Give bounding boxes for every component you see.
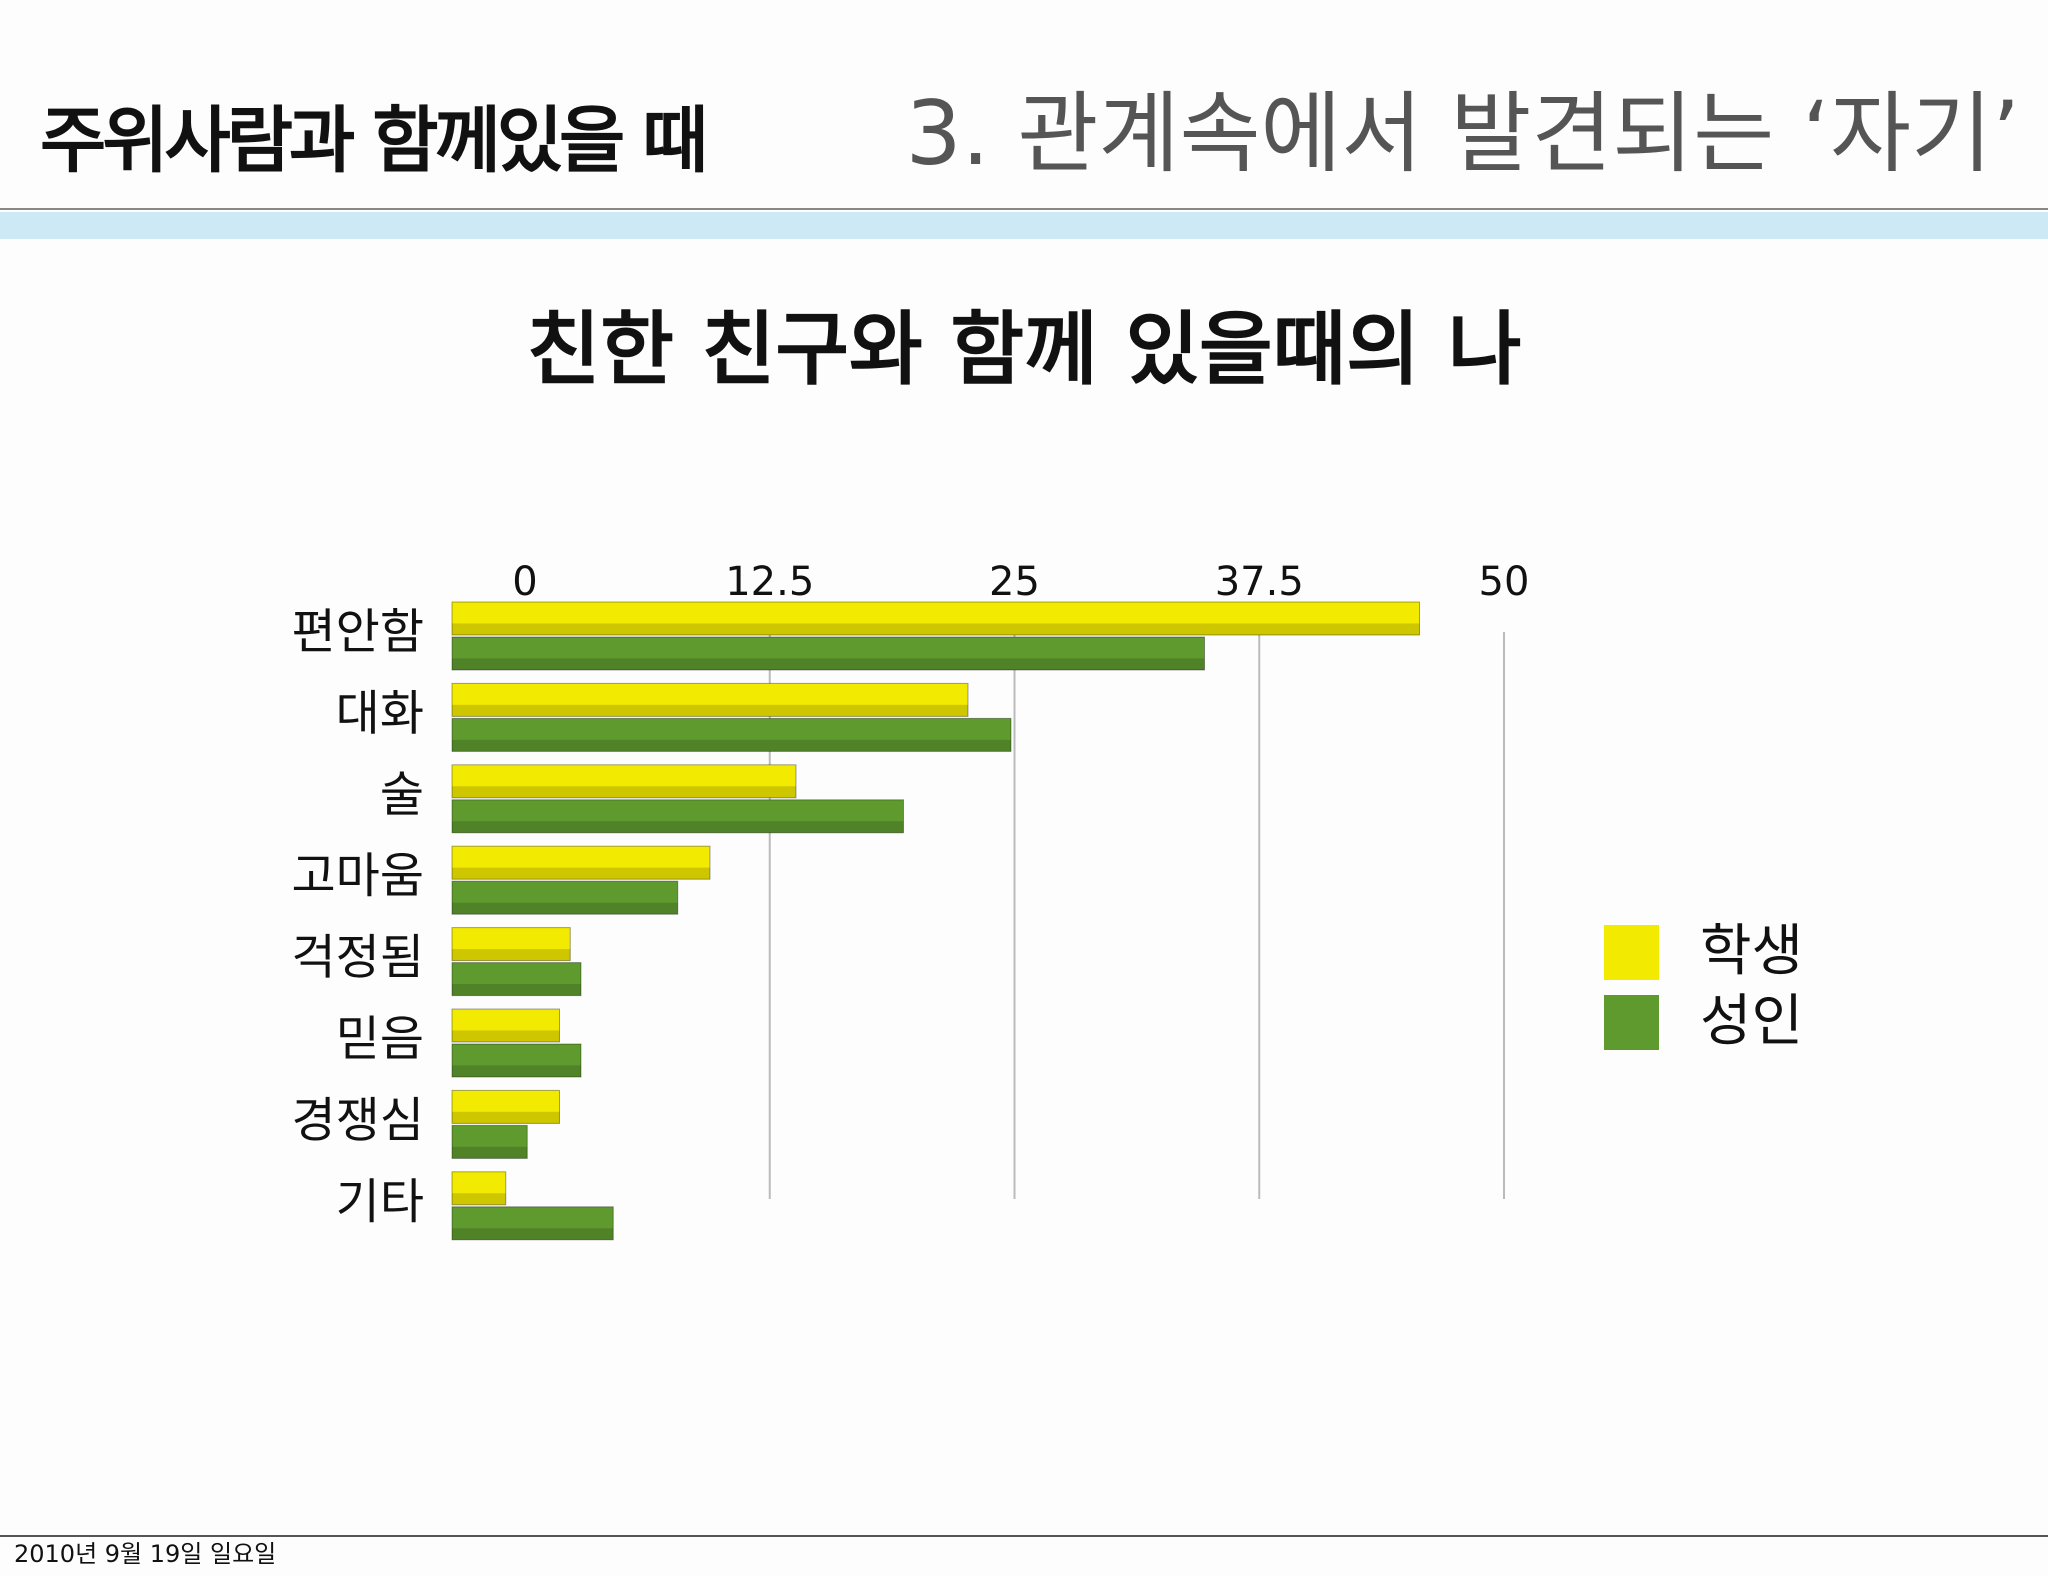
bar (451, 682, 969, 717)
y-tick-label: 기타 (336, 1174, 424, 1230)
bar (451, 636, 1205, 671)
y-tick-label: 믿음 (336, 1011, 424, 1067)
chart-title: 친한 친구와 함께 있을때의 나 (527, 303, 1522, 396)
bar-shade (452, 821, 904, 833)
footer-date: 2010년 9월 19일 일요일 (14, 1540, 276, 1568)
bar-shade (452, 1146, 528, 1159)
bar-shade (452, 902, 678, 915)
y-tick-label: 편안함 (292, 604, 424, 660)
y-tick-label: 고마움 (292, 848, 424, 904)
bar-shade (452, 704, 968, 717)
bar-shade (452, 623, 1420, 635)
legend-swatch (1604, 925, 1659, 980)
bar (451, 880, 679, 915)
bar-shade (452, 786, 796, 798)
legend-label: 성인 (1700, 989, 1803, 1054)
x-tick-label: 37.5 (1215, 559, 1304, 605)
bar (451, 1124, 528, 1159)
bar (451, 962, 582, 997)
bar-shade (452, 739, 1011, 752)
y-tick-label: 경쟁심 (292, 1092, 424, 1148)
bar (451, 1206, 614, 1241)
bar (451, 845, 711, 880)
bar-shade (452, 1065, 581, 1077)
bar-shade (452, 949, 571, 961)
bar-shade (452, 1193, 506, 1205)
bar-shade (452, 984, 581, 996)
bar-shade (452, 1030, 560, 1042)
x-tick-label: 12.5 (725, 559, 814, 605)
y-tick-label: 술 (380, 767, 424, 823)
bar (451, 799, 904, 834)
bar (451, 601, 1420, 636)
bar (451, 717, 1012, 752)
bar-shade (452, 658, 1205, 670)
bar-shade (452, 867, 710, 880)
bar-shade (452, 1111, 560, 1124)
x-tick-label: 50 (1479, 559, 1530, 605)
right-title: 3. 관계속에서 발견되는 ‘자기’ (906, 82, 2020, 185)
bar (451, 1171, 507, 1206)
left-title: 주위사람과 함께있을 때 (40, 99, 705, 183)
bar (451, 1043, 582, 1078)
x-tick-label: 25 (989, 559, 1040, 605)
bar (451, 1008, 560, 1043)
y-tick-label: 대화 (336, 685, 424, 741)
legend-swatch (1604, 995, 1659, 1050)
x-tick-label: 0 (512, 559, 537, 605)
bar (451, 927, 571, 962)
header-band (0, 212, 2048, 239)
bar-shade (452, 1228, 614, 1240)
legend-label: 학생 (1700, 919, 1803, 984)
y-tick-label: 걱정됨 (292, 930, 424, 986)
bar (451, 1089, 560, 1124)
bar (451, 764, 797, 799)
